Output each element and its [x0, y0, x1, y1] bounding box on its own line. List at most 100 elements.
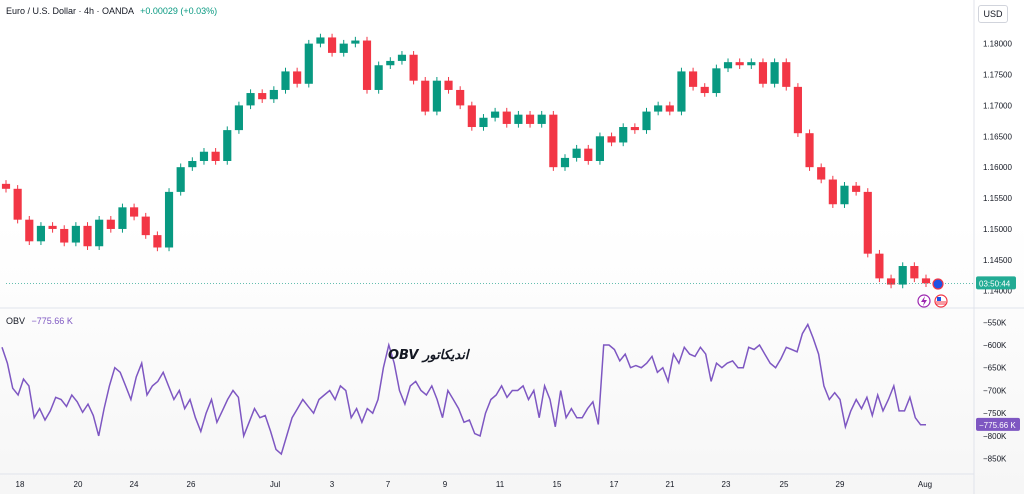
- obv-annotation: OBV اندیکاتور: [388, 348, 469, 363]
- candle-body: [1, 183, 11, 189]
- candle-body: [479, 117, 488, 128]
- candle-body: [758, 62, 768, 84]
- time-tick-label: 21: [666, 480, 675, 489]
- candle-body: [130, 207, 139, 217]
- candle-body: [13, 188, 22, 220]
- candles-layer: [1, 33, 931, 289]
- candle-body: [770, 62, 779, 84]
- candle-body: [467, 105, 476, 128]
- obv-tick-label: −800K: [983, 432, 1007, 441]
- obv-legend[interactable]: OBV −775.66 K: [6, 316, 73, 326]
- candle-body: [630, 127, 639, 131]
- candle-body: [409, 54, 418, 81]
- candle-body: [735, 62, 744, 66]
- candle-body: [560, 157, 570, 168]
- candle-body: [95, 219, 104, 247]
- obv-line-layer: [1, 322, 926, 456]
- price-tick-label: 1.16000: [983, 163, 1012, 172]
- time-tick-label: 24: [130, 480, 139, 489]
- us-flag-canton: [937, 297, 941, 301]
- candle-body: [118, 207, 127, 229]
- candle-body: [106, 219, 115, 229]
- time-tick-label: Jul: [270, 480, 280, 489]
- candle-body: [374, 65, 383, 90]
- time-tick-label: 9: [443, 480, 448, 489]
- candle-body: [712, 68, 721, 94]
- lightning-bolt-icon: [921, 296, 927, 306]
- time-axis: 18 20 24 26 Jul 3 7 9 11 15 17 21 23 25 29 Aug: [16, 480, 933, 489]
- candle-body: [886, 278, 896, 285]
- candle-body: [852, 185, 861, 192]
- candle-body: [141, 216, 150, 236]
- candle-body: [619, 127, 628, 143]
- time-tick-label: 7: [386, 480, 391, 489]
- candle-body: [723, 62, 733, 69]
- obv-line: [1, 322, 926, 456]
- candle-body: [491, 111, 500, 118]
- candle-body: [444, 80, 453, 90]
- candle-body: [234, 105, 243, 131]
- price-change: +0.00029 (+0.03%): [140, 6, 218, 16]
- candle-body: [432, 80, 441, 112]
- countdown-label: 03:50:44: [979, 279, 1011, 288]
- price-tick-label: 1.17500: [983, 71, 1012, 80]
- time-tick-label: 17: [610, 480, 619, 489]
- candle-body: [502, 111, 511, 124]
- candle-body: [199, 151, 209, 161]
- candle-body: [83, 225, 92, 247]
- candle-body: [898, 266, 907, 285]
- obv-tick-label: −650K: [983, 364, 1007, 373]
- time-tick-label: 20: [74, 480, 83, 489]
- candle-body: [386, 60, 395, 66]
- candle-body: [164, 191, 174, 248]
- candle-body: [316, 37, 325, 44]
- candle-body: [25, 219, 34, 242]
- symbol-title: Euro / U.S. Dollar · 4h · OANDA: [6, 6, 134, 16]
- obv-tick-label: −600K: [983, 341, 1007, 350]
- price-tick-label: 1.15000: [983, 225, 1012, 234]
- candle-body: [875, 253, 884, 279]
- candle-body: [921, 278, 931, 284]
- obv-axis: −550K −600K −650K −700K −750K −800K −850K −775.…: [976, 318, 1020, 464]
- obv-current-tag: [976, 417, 1020, 431]
- time-tick-label: 29: [836, 480, 845, 489]
- price-axis: 1.18000 1.17500 1.17000 1.16500 1.16000 1.155…: [6, 40, 1016, 296]
- candle-body: [677, 71, 686, 112]
- time-tick-label: 15: [553, 480, 562, 489]
- obv-tick-label: −550K: [983, 318, 1007, 327]
- price-tick-label: 1.17000: [983, 101, 1012, 110]
- candle-body: [421, 80, 430, 112]
- candle-body: [525, 114, 535, 124]
- candle-body: [304, 43, 313, 84]
- time-tick-label: 3: [330, 480, 335, 489]
- candle-body: [654, 105, 663, 112]
- obv-tick-label: −850K: [983, 455, 1007, 464]
- candle-body: [176, 167, 185, 192]
- candle-body: [258, 93, 267, 100]
- candle-body: [36, 225, 46, 242]
- candle-body: [584, 148, 593, 161]
- candle-body: [747, 62, 756, 66]
- candle-body: [607, 136, 616, 143]
- earnings-event-icon: [932, 278, 944, 290]
- candle-body: [60, 228, 69, 243]
- obv-tick-label: −700K: [983, 386, 1007, 395]
- candle-body: [700, 86, 709, 94]
- candle-body: [188, 161, 197, 168]
- candle-body: [572, 148, 581, 158]
- obv-value: −775.66 K: [31, 316, 73, 326]
- candle-body: [537, 114, 546, 124]
- candle-body: [793, 86, 802, 134]
- candle-body: [223, 130, 232, 161]
- candle-body: [782, 62, 791, 87]
- candle-body: [246, 93, 255, 106]
- candle-body: [910, 266, 919, 279]
- currency-button[interactable]: USD: [978, 5, 1008, 23]
- symbol-header[interactable]: Euro / U.S. Dollar · 4h · OANDA +0.00029…: [6, 6, 217, 16]
- price-tick-label: 1.18000: [983, 40, 1012, 49]
- time-tick-label: 25: [780, 480, 789, 489]
- candle-body: [362, 40, 372, 90]
- candle-body: [328, 37, 337, 53]
- candle-body: [293, 71, 302, 84]
